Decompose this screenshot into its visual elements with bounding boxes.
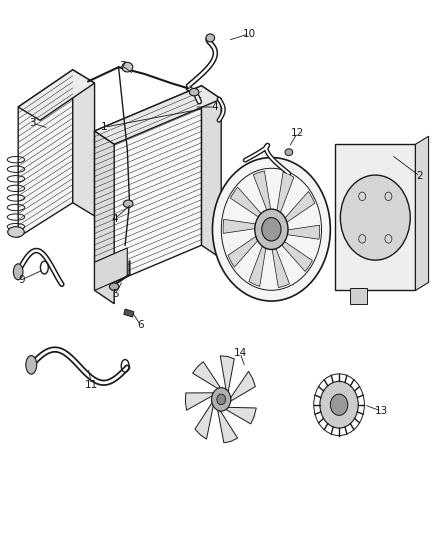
Polygon shape bbox=[218, 410, 237, 443]
Ellipse shape bbox=[189, 88, 199, 96]
Circle shape bbox=[217, 394, 226, 405]
Polygon shape bbox=[231, 372, 255, 401]
Ellipse shape bbox=[110, 283, 119, 290]
Text: 3: 3 bbox=[29, 118, 35, 128]
Circle shape bbox=[340, 175, 410, 260]
Polygon shape bbox=[230, 187, 261, 217]
Polygon shape bbox=[73, 70, 95, 216]
Ellipse shape bbox=[122, 62, 133, 72]
Polygon shape bbox=[18, 70, 95, 120]
Polygon shape bbox=[282, 241, 312, 271]
Polygon shape bbox=[185, 393, 213, 410]
Text: 11: 11 bbox=[85, 379, 98, 390]
Polygon shape bbox=[272, 249, 290, 287]
Circle shape bbox=[320, 381, 358, 428]
Polygon shape bbox=[335, 144, 416, 290]
Polygon shape bbox=[277, 172, 294, 213]
Polygon shape bbox=[95, 248, 127, 290]
Polygon shape bbox=[253, 171, 271, 210]
Ellipse shape bbox=[26, 356, 37, 374]
Ellipse shape bbox=[285, 149, 293, 156]
Polygon shape bbox=[228, 236, 258, 267]
Polygon shape bbox=[220, 356, 234, 391]
Bar bbox=[350, 288, 367, 304]
Circle shape bbox=[212, 387, 231, 411]
Polygon shape bbox=[287, 225, 320, 239]
Polygon shape bbox=[285, 191, 315, 222]
Text: 9: 9 bbox=[18, 275, 25, 285]
Ellipse shape bbox=[8, 227, 24, 237]
Text: 14: 14 bbox=[233, 348, 247, 358]
Polygon shape bbox=[226, 407, 256, 424]
Text: 5: 5 bbox=[112, 289, 118, 299]
Polygon shape bbox=[201, 86, 221, 259]
Circle shape bbox=[262, 217, 281, 241]
Text: 6: 6 bbox=[137, 320, 144, 330]
Circle shape bbox=[212, 158, 330, 301]
Polygon shape bbox=[193, 362, 220, 389]
Polygon shape bbox=[18, 70, 73, 237]
Text: 4: 4 bbox=[112, 214, 118, 224]
Polygon shape bbox=[416, 136, 428, 290]
Text: 7: 7 bbox=[119, 61, 125, 70]
Ellipse shape bbox=[13, 264, 23, 280]
Polygon shape bbox=[223, 220, 255, 233]
Text: 4: 4 bbox=[211, 102, 218, 112]
Text: 13: 13 bbox=[375, 406, 388, 416]
Polygon shape bbox=[95, 86, 221, 144]
Polygon shape bbox=[195, 403, 213, 439]
Ellipse shape bbox=[124, 200, 133, 207]
Polygon shape bbox=[124, 309, 134, 317]
Circle shape bbox=[330, 394, 348, 415]
Polygon shape bbox=[249, 246, 266, 286]
Text: 12: 12 bbox=[291, 127, 304, 138]
Circle shape bbox=[255, 209, 288, 249]
Text: 1: 1 bbox=[101, 122, 107, 132]
Polygon shape bbox=[95, 131, 114, 304]
Text: 10: 10 bbox=[243, 29, 256, 39]
Polygon shape bbox=[95, 86, 201, 290]
Text: 2: 2 bbox=[417, 171, 423, 181]
Ellipse shape bbox=[206, 34, 215, 42]
